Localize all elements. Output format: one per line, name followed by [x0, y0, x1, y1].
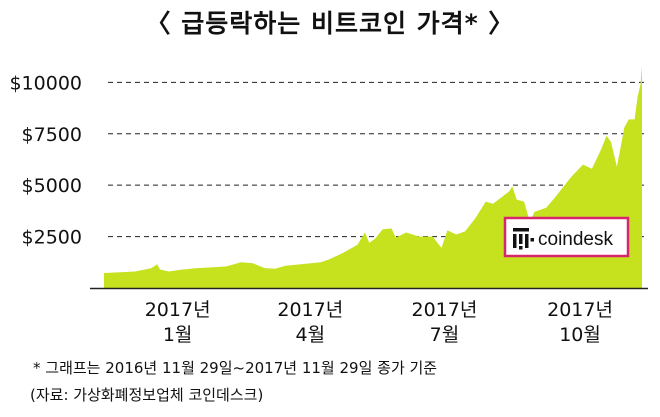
- x-tick-label-year: 2017년: [547, 299, 613, 321]
- y-tick-label: $5000: [22, 175, 82, 197]
- y-tick-label: $2500: [22, 227, 82, 249]
- x-tick-label-month: 1월: [163, 324, 193, 346]
- x-tick-label-year: 2017년: [412, 299, 478, 321]
- coindesk-logo-icon: [513, 228, 534, 250]
- chart-title: 〈 급등락하는 비트코인 가격* 〉: [145, 9, 515, 38]
- footnote: * 그래프는 2016년 11월 29일~2017년 11월 29일 종가 기준: [33, 359, 438, 377]
- source-note: (자료: 가상화폐정보업체 코인데스크): [30, 386, 264, 404]
- x-tick-label-month: 7월: [430, 324, 460, 346]
- x-tick-labels: 2017년 1월 2017년 4월 2017년 7월 2017년 10월: [145, 299, 613, 346]
- y-tick-label: $7500: [22, 124, 82, 146]
- coindesk-logo: coindesk: [503, 216, 630, 258]
- x-tick-label-year: 2017년: [277, 299, 343, 321]
- y-tick-label: $10000: [9, 72, 82, 94]
- y-tick-labels: $10000 $7500 $5000 $2500: [9, 72, 82, 248]
- x-tick-label-month: 4월: [296, 324, 326, 346]
- coindesk-logo-text: coindesk: [538, 229, 613, 250]
- x-tick-label-month: 10월: [559, 324, 601, 346]
- x-tick-label-year: 2017년: [145, 299, 211, 321]
